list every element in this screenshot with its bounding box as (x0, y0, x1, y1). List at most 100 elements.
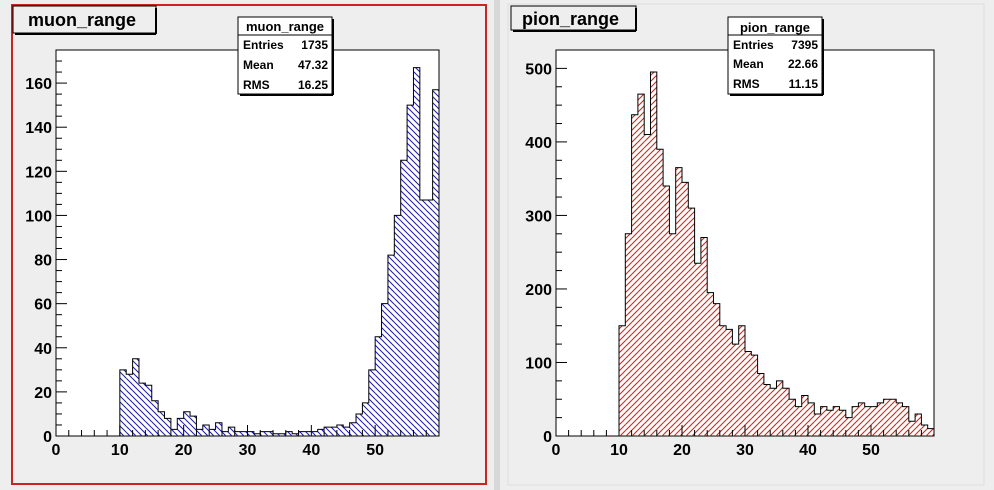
x-tick-label: 40 (799, 442, 817, 459)
histogram-bar (808, 402, 815, 436)
stats-entries-value: 7395 (791, 38, 818, 52)
histogram-bar (151, 400, 159, 436)
histogram-bar (839, 410, 846, 436)
histogram-bar (126, 374, 133, 436)
histogram-bar (852, 406, 859, 436)
histogram-bar (343, 427, 350, 436)
histogram-bar (719, 325, 727, 436)
histogram-bar (908, 421, 916, 436)
histogram-bar (682, 182, 689, 436)
x-tick-label: 10 (111, 442, 129, 459)
histogram-bar (362, 402, 369, 436)
y-tick-label: 40 (34, 341, 52, 358)
x-tick-label: 20 (175, 442, 193, 459)
stats-rms-label: RMS (733, 77, 760, 91)
y-tick-label: 0 (43, 429, 52, 446)
stats-title: muon_range (246, 19, 324, 34)
histogram-bar (132, 358, 139, 436)
histogram-bar (298, 431, 305, 436)
y-tick-label: 100 (525, 355, 552, 372)
histogram-bar (215, 422, 222, 436)
histogram-bar (763, 384, 771, 436)
histogram-bar (356, 413, 363, 436)
y-tick-label: 80 (34, 253, 52, 270)
histogram-bar (304, 431, 312, 436)
histogram-bar (119, 369, 127, 436)
histogram-bar (336, 424, 344, 436)
histogram-bar (387, 255, 395, 436)
stats-rms-label: RMS (243, 78, 270, 92)
histogram-bar (789, 399, 796, 436)
histogram-bar (776, 380, 783, 436)
x-tick-label: 0 (552, 442, 561, 459)
histogram-bar (619, 325, 626, 436)
histogram-bar (317, 429, 325, 436)
histogram-bar (625, 233, 632, 436)
histogram-outline (56, 67, 440, 437)
histogram-bars (56, 67, 440, 437)
y-tick-label: 120 (25, 164, 52, 181)
histogram-bar (864, 406, 871, 436)
histogram-bar (902, 406, 909, 436)
histogram-bar (820, 406, 827, 436)
histogram-bar (138, 383, 146, 436)
histogram-bar (663, 186, 670, 436)
histogram-bar (858, 402, 865, 436)
histogram-outline (556, 71, 935, 437)
histogram-bar (713, 303, 720, 436)
stats-title: pion_range (740, 20, 810, 35)
histogram-bar (279, 433, 286, 436)
stats-mean-label: Mean (243, 58, 274, 72)
histogram-bar (637, 94, 645, 436)
histogram-bar (228, 427, 235, 436)
histogram-bar (694, 263, 701, 436)
histogram-bar (770, 388, 777, 436)
histogram-bar (877, 402, 884, 436)
histogram-bar (700, 237, 708, 436)
histogram-bar (757, 373, 764, 436)
histogram-bar (896, 402, 903, 436)
y-tick-label: 200 (525, 282, 552, 299)
histogram-bar (273, 433, 280, 436)
histogram-bar (845, 417, 853, 436)
stats-box: pion_range Entries 7395 Mean 22.66 RMS 1… (727, 16, 824, 96)
histogram-bar (311, 431, 318, 436)
histogram-bar (426, 199, 433, 436)
histogram-bar (407, 105, 414, 437)
histogram-bar (177, 418, 184, 436)
histogram-bar (656, 149, 664, 436)
histogram-bar (164, 418, 171, 436)
title-box (510, 5, 637, 31)
histogram-bar (324, 427, 331, 436)
histogram-bar (260, 431, 267, 436)
histogram-bar (413, 67, 420, 436)
histogram-bar (253, 433, 261, 436)
histogram-bar (285, 431, 293, 436)
x-tick-label: 50 (366, 442, 384, 459)
histogram-bar (688, 208, 695, 436)
x-tick-label: 0 (52, 442, 61, 459)
pad-muon[interactable]: 0 10 20 30 40 50 0 20 40 60 80 100 120 140 160 muon_ra… (0, 0, 494, 490)
stats-entries-label: Entries (243, 38, 284, 52)
x-tick-label: 50 (862, 442, 880, 459)
histogram-bar (241, 431, 248, 436)
histogram-bar (209, 429, 216, 436)
histogram-bar (814, 413, 821, 436)
histogram-bar (732, 344, 739, 436)
histogram-bar (349, 422, 357, 436)
histogram-bar (170, 429, 178, 436)
histogram-bar (292, 433, 299, 436)
x-tick-label: 10 (610, 442, 628, 459)
histogram-bar (745, 351, 752, 436)
stats-box-frame (727, 16, 823, 95)
x-tick-label: 40 (302, 442, 320, 459)
histogram-bar (707, 292, 714, 436)
histogram-bar (826, 410, 834, 436)
histogram-bar (631, 114, 638, 436)
histogram-bar (394, 215, 401, 436)
histogram-bar (202, 424, 210, 436)
